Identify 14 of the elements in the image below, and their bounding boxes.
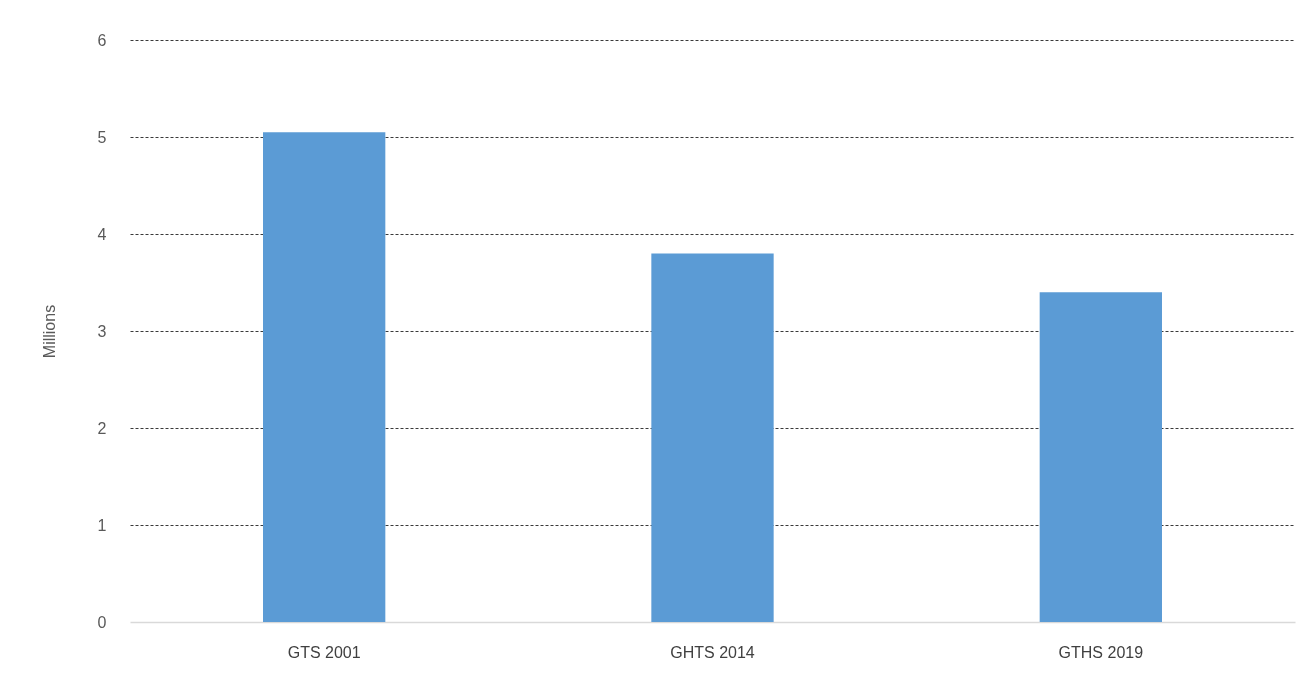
y-tick-label: 6 xyxy=(97,31,107,49)
y-axis-title: Millions xyxy=(40,304,58,359)
y-tick-label: 5 xyxy=(97,128,107,146)
x-tick-label: GHTS 2014 xyxy=(670,643,755,661)
bar xyxy=(651,253,774,622)
bar xyxy=(263,132,386,622)
y-tick-label: 3 xyxy=(97,322,107,340)
y-tick-label: 4 xyxy=(97,225,107,243)
y-tick-label: 1 xyxy=(97,516,107,534)
y-tick-label: 2 xyxy=(97,419,107,437)
y-tick-label: 0 xyxy=(97,613,107,631)
bar xyxy=(1039,292,1162,622)
x-tick-label: GTS 2001 xyxy=(287,643,361,661)
x-tick-label: GTHS 2019 xyxy=(1058,643,1144,661)
